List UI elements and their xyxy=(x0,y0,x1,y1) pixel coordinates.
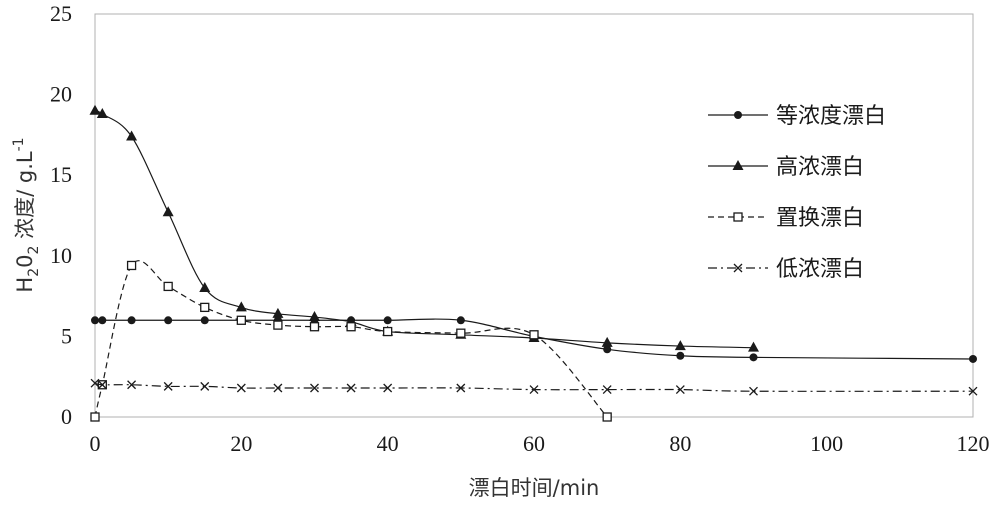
data-point xyxy=(969,354,977,363)
legend-marker xyxy=(733,212,743,222)
data-point xyxy=(383,383,393,393)
data-point xyxy=(748,341,759,352)
series-layer xyxy=(89,104,978,422)
data-point xyxy=(127,316,136,325)
data-point xyxy=(968,386,978,396)
x-tick-label: 0 xyxy=(90,431,101,456)
x-tick-label: 40 xyxy=(377,431,399,456)
data-point xyxy=(529,330,539,340)
y-tick-label: 5 xyxy=(61,323,72,348)
legend-entry: 置换漂白 xyxy=(708,206,864,231)
data-point xyxy=(126,260,137,271)
x-tick-label: 20 xyxy=(230,431,252,456)
data-point xyxy=(162,206,174,217)
data-point xyxy=(273,320,283,330)
y-tick-label: 10 xyxy=(50,243,72,268)
data-point xyxy=(97,380,107,390)
plot-frame xyxy=(94,13,974,418)
y-tick-label: 25 xyxy=(50,1,72,26)
y-tick-label: 15 xyxy=(50,162,72,187)
series-4 xyxy=(90,378,978,396)
series-line xyxy=(94,382,974,392)
series-line xyxy=(94,110,754,349)
data-point xyxy=(456,316,465,325)
data-point xyxy=(236,383,246,393)
data-point xyxy=(309,322,320,332)
data-point xyxy=(200,302,210,313)
x-tick-label: 80 xyxy=(669,431,691,456)
data-point xyxy=(127,380,137,390)
data-point xyxy=(310,383,319,393)
data-point xyxy=(235,301,247,312)
data-point xyxy=(273,383,283,393)
legend-marker xyxy=(734,111,742,119)
data-point xyxy=(91,316,99,325)
data-point xyxy=(236,315,246,325)
y-tick-labels: 0 5 10 15 20 25 xyxy=(50,1,72,429)
x-tick-label: 60 xyxy=(523,431,545,456)
x-tick-label: 120 xyxy=(957,431,990,456)
x-tick-labels: 0 20 40 60 80 100 120 xyxy=(90,431,990,456)
data-point xyxy=(89,104,101,115)
data-point xyxy=(163,381,173,391)
data-point xyxy=(309,311,320,322)
data-point xyxy=(272,307,284,318)
data-point xyxy=(126,130,138,141)
legend-marker xyxy=(733,263,743,273)
data-point xyxy=(383,316,392,325)
data-point xyxy=(346,383,356,393)
data-point xyxy=(456,383,466,393)
data-point xyxy=(529,385,539,395)
data-point xyxy=(456,328,466,338)
y-tick-label: 0 xyxy=(61,404,72,429)
series-2 xyxy=(89,104,759,352)
data-point xyxy=(96,107,108,118)
data-point xyxy=(675,385,685,395)
data-point xyxy=(676,351,685,360)
data-point xyxy=(200,381,210,391)
data-point xyxy=(674,340,686,351)
x-axis-title: 漂白时间/min xyxy=(469,476,600,500)
data-point xyxy=(749,386,758,396)
data-point xyxy=(346,322,356,332)
data-point xyxy=(602,412,612,422)
data-point xyxy=(601,336,613,347)
legend-entry: 高浓漂白 xyxy=(708,155,864,180)
data-point xyxy=(383,326,393,337)
data-point xyxy=(98,316,107,325)
y-tick-label: 20 xyxy=(50,82,72,107)
data-point xyxy=(603,345,612,354)
legend-label: 等浓度漂白 xyxy=(776,104,886,129)
data-point xyxy=(164,316,173,325)
data-point xyxy=(749,353,758,362)
legend-label: 置换漂白 xyxy=(776,206,864,231)
x-tick-label: 100 xyxy=(810,431,843,456)
legend-marker xyxy=(732,160,744,170)
data-point xyxy=(163,281,173,292)
legend-label: 高浓漂白 xyxy=(776,155,864,180)
legend-entry: 低浓漂白 xyxy=(708,257,864,282)
data-point xyxy=(90,412,100,422)
data-point xyxy=(602,385,612,395)
y-axis-title: H202 浓度/ g.L-1 xyxy=(11,137,42,292)
data-point xyxy=(90,378,100,388)
data-point xyxy=(200,316,209,325)
data-point xyxy=(199,282,211,293)
series-3 xyxy=(90,260,612,422)
legend-entry: 等浓度漂白 xyxy=(708,104,886,129)
legend-label: 低浓漂白 xyxy=(776,257,864,282)
